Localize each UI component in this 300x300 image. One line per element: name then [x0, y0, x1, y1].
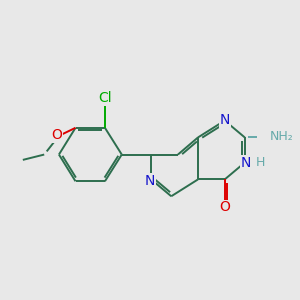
Text: Cl: Cl — [98, 91, 112, 105]
Text: N: N — [220, 113, 230, 127]
Text: O: O — [219, 200, 230, 214]
Text: N: N — [241, 156, 251, 170]
Text: O: O — [51, 128, 62, 142]
Text: NH₂: NH₂ — [270, 130, 294, 143]
Text: H: H — [256, 155, 265, 169]
Text: N: N — [145, 174, 155, 188]
